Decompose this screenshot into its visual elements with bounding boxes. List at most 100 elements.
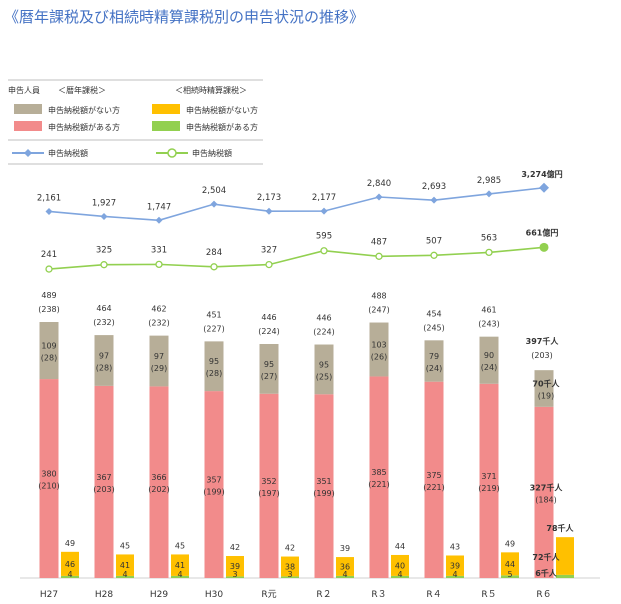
data-label-set-total: 78千人 xyxy=(546,523,574,533)
bar-cal-with-tax xyxy=(259,393,279,578)
x-tick-label: H30 xyxy=(205,590,223,600)
set-amount-point xyxy=(210,263,218,271)
bar-set-no-tax xyxy=(281,556,299,577)
set-amount-point xyxy=(485,248,493,257)
data-label-cal-total: 461 xyxy=(481,306,496,315)
data-label-cal-no-tax-paren: (24) xyxy=(426,364,442,373)
set-amount-data-label: 325 xyxy=(96,246,112,256)
cal-amount-point xyxy=(539,182,549,193)
set-amount-point xyxy=(320,247,328,255)
x-tick-label: R５ xyxy=(481,590,496,600)
cal-amount-data-label: 2,504 xyxy=(202,186,226,196)
data-label-set-total: 45 xyxy=(175,541,185,550)
data-label-cal-with-tax: 357 xyxy=(206,476,221,485)
data-label-cal-no-tax-paren: (28) xyxy=(206,369,222,378)
cal-amount-data-label: 1,927 xyxy=(92,198,116,208)
data-label-cal-total: 489 xyxy=(41,291,56,300)
cal-amount-point xyxy=(45,207,53,215)
bar-cal-with-tax xyxy=(424,381,444,578)
data-label-set-with-tax: 3 xyxy=(232,570,237,579)
bar-cal-no-tax xyxy=(424,340,444,382)
data-label-set-with-tax: 4 xyxy=(122,570,127,579)
legend-swatch-cal-no-tax xyxy=(14,104,42,114)
cal-amount-data-label: 2,161 xyxy=(37,193,61,203)
bar-cal-with-tax xyxy=(94,385,114,578)
cal-amount-point xyxy=(210,200,218,208)
data-label-cal-with-tax-paren: (184) xyxy=(535,495,557,504)
data-label-cal-with-tax: 352 xyxy=(261,477,276,486)
cal-amount-point xyxy=(320,207,328,215)
legend-label-set-amount: 申告納税額 xyxy=(192,148,232,158)
data-label-cal-no-tax: 109 xyxy=(41,342,56,351)
legend-header-calendar: ＜暦年課税＞ xyxy=(58,85,106,95)
bar-cal-no-tax xyxy=(94,335,114,386)
cal-amount-point xyxy=(485,190,493,198)
bar-cal-with-tax xyxy=(369,376,389,578)
set-amount-point xyxy=(100,261,108,269)
legend-label-set-with-tax: 申告納税額がある方 xyxy=(186,122,258,132)
set-amount-data-label: 661億円 xyxy=(526,227,559,237)
data-label-cal-no-tax: 90 xyxy=(484,351,494,360)
x-tick-label: H29 xyxy=(150,590,168,600)
data-label-set-total: 49 xyxy=(505,539,515,548)
data-label-cal-total-paren: (224) xyxy=(313,328,335,337)
bar-cal-with-tax xyxy=(479,383,499,578)
data-label-cal-with-tax-paren: (210) xyxy=(38,482,60,491)
data-label-cal-no-tax-paren: (26) xyxy=(371,352,387,361)
data-label-cal-total-paren: (232) xyxy=(93,318,115,327)
bar-set-no-tax xyxy=(171,554,189,576)
data-label-cal-with-tax-paren: (197) xyxy=(258,489,280,498)
data-label-cal-no-tax-paren: (25) xyxy=(316,372,332,381)
cal-amount-data-label: 2,985 xyxy=(477,176,501,186)
x-tick-label: R６ xyxy=(536,590,551,600)
data-label-cal-with-tax-paren: (219) xyxy=(478,484,500,493)
data-label-cal-total-paren: (243) xyxy=(478,320,500,329)
data-label-cal-total-paren: (247) xyxy=(368,306,390,315)
data-label-cal-with-tax-paren: (203) xyxy=(93,485,115,494)
legend-label-cal-no-tax: 申告納税額がない方 xyxy=(48,105,120,115)
chart-title: 《暦年課税及び相続時精算課税別の申告状況の推移》 xyxy=(4,8,365,26)
data-label-cal-no-tax: 70千人 xyxy=(532,378,560,388)
data-label-cal-no-tax: 79 xyxy=(429,352,439,361)
data-label-cal-with-tax-paren: (221) xyxy=(423,483,445,492)
data-label-set-total: 42 xyxy=(285,544,295,553)
cal-amount-point xyxy=(100,212,108,220)
cal-amount-point xyxy=(375,193,383,201)
data-label-cal-no-tax: 95 xyxy=(319,360,329,369)
data-label-set-with-tax: 3 xyxy=(287,570,292,579)
data-label-cal-with-tax: 385 xyxy=(371,468,386,477)
data-label-cal-with-tax: 367 xyxy=(96,473,111,482)
data-label-set-total: 39 xyxy=(340,544,350,553)
bar-set-with-tax xyxy=(61,575,79,578)
legend-swatch-set-no-tax xyxy=(152,104,180,114)
cal-amount-data-label: 3,274億円 xyxy=(521,169,562,179)
data-label-cal-with-tax-paren: (202) xyxy=(148,485,170,494)
x-tick-label: R元 xyxy=(261,590,276,600)
data-label-set-no-tax: 38 xyxy=(285,562,295,571)
bar-cal-no-tax xyxy=(479,336,499,384)
bar-cal-no-tax xyxy=(314,344,334,395)
data-label-cal-no-tax-paren: (28) xyxy=(96,363,112,372)
bar-set-with-tax xyxy=(226,576,244,578)
plot-area: 109(28)380(210)489(238)46449H2797(28)367… xyxy=(20,169,600,600)
data-label-cal-no-tax-paren: (19) xyxy=(538,391,554,400)
data-label-set-with-tax: 4 xyxy=(452,570,457,579)
data-label-cal-total: 488 xyxy=(371,292,386,301)
bar-set-with-tax xyxy=(171,575,189,578)
data-label-set-with-tax: 5 xyxy=(507,570,512,579)
cal-amount-data-label: 2,173 xyxy=(257,193,281,203)
bar-cal-with-tax xyxy=(534,406,554,578)
set-amount-data-label: 507 xyxy=(426,236,442,246)
data-label-cal-total: 397千人 xyxy=(526,336,560,346)
bar-set-with-tax xyxy=(556,574,574,578)
data-label-set-no-tax: 44 xyxy=(505,560,515,569)
legend-label-cal-amount: 申告納税額 xyxy=(48,148,88,158)
set-amount-data-label: 241 xyxy=(41,250,57,260)
data-label-cal-with-tax: 327千人 xyxy=(530,482,564,492)
cal-amount-data-label: 2,693 xyxy=(422,182,446,192)
bar-cal-no-tax xyxy=(204,341,224,392)
cal-amount-data-label: 2,177 xyxy=(312,193,336,203)
data-label-set-total: 49 xyxy=(65,539,75,548)
x-tick-label: R２ xyxy=(316,590,331,600)
data-label-cal-total-paren: (224) xyxy=(258,327,280,336)
